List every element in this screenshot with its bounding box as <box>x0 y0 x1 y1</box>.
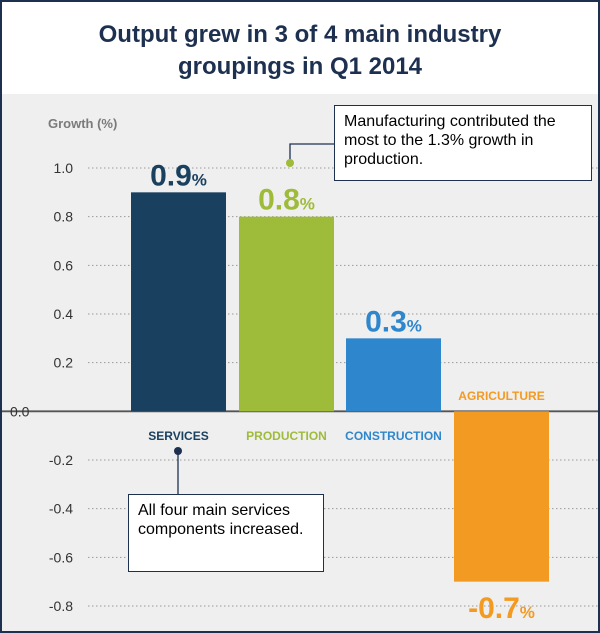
category-label-production: PRODUCTION <box>246 429 327 443</box>
production-callout-text: Manufacturing contributed the most to th… <box>344 113 556 168</box>
bar-production <box>239 216 334 412</box>
data-label-unit: % <box>520 603 535 622</box>
data-label-agriculture: -0.7% <box>468 592 535 625</box>
category-labels: SERVICES PRODUCTION CONSTRUCTION AGRICULTUR… <box>148 389 544 443</box>
y-tick-label: -0.6 <box>49 549 73 565</box>
y-axis-label: Growth (%) <box>48 116 117 131</box>
category-label-construction: CONSTRUCTION <box>345 429 442 443</box>
data-label-unit: % <box>407 316 422 335</box>
data-label-value: 0.3 <box>365 305 407 338</box>
bars <box>131 192 549 582</box>
y-axis-ticks: 1.0 0.8 0.6 0.4 0.2 0.0 -0.2 -0.4 -0.6 -0.8 <box>10 160 73 614</box>
data-label-production: 0.8% <box>258 184 315 217</box>
bar-agriculture <box>454 411 549 582</box>
production-callout-dot <box>286 159 294 167</box>
data-label-value: 0.9 <box>150 159 192 192</box>
y-tick-label: -0.2 <box>49 452 73 468</box>
data-label-value: -0.7 <box>468 592 520 625</box>
title-area: Output grew in 3 of 4 main industry grou… <box>2 2 598 94</box>
data-labels: 0.9%0.8%0.3%-0.7% <box>150 159 535 625</box>
services-callout-dot <box>174 447 182 455</box>
bar-construction <box>346 338 441 412</box>
services-callout-text: All four main services components increa… <box>138 502 304 538</box>
bar-services <box>131 192 226 412</box>
production-callout-connector <box>289 143 334 162</box>
callout-connectors <box>174 143 334 494</box>
category-label-agriculture: AGRICULTURE <box>458 389 544 403</box>
data-label-unit: % <box>192 170 207 189</box>
y-tick-label: 0.0 <box>10 403 30 419</box>
y-tick-label: 0.4 <box>54 306 74 322</box>
chart-title-line-1: Output grew in 3 of 4 main industry <box>98 21 502 48</box>
chart-title: Output grew in 3 of 4 main industry grou… <box>22 19 578 83</box>
chart-title-line-2: groupings in Q1 2014 <box>177 53 423 80</box>
y-tick-label: -0.8 <box>49 598 73 614</box>
services-callout: All four main services components increa… <box>128 494 324 572</box>
y-tick-label: 0.2 <box>54 355 74 371</box>
category-label-services: SERVICES <box>148 429 208 443</box>
y-tick-label: 0.6 <box>54 257 74 273</box>
data-label-construction: 0.3% <box>365 305 422 338</box>
data-label-unit: % <box>300 195 315 214</box>
y-tick-label: -0.4 <box>49 501 73 517</box>
y-tick-label: 0.8 <box>54 209 74 225</box>
y-tick-label: 1.0 <box>54 160 74 176</box>
production-callout: Manufacturing contributed the most to th… <box>334 105 592 181</box>
data-label-value: 0.8 <box>258 184 300 217</box>
data-label-services: 0.9% <box>150 159 207 192</box>
